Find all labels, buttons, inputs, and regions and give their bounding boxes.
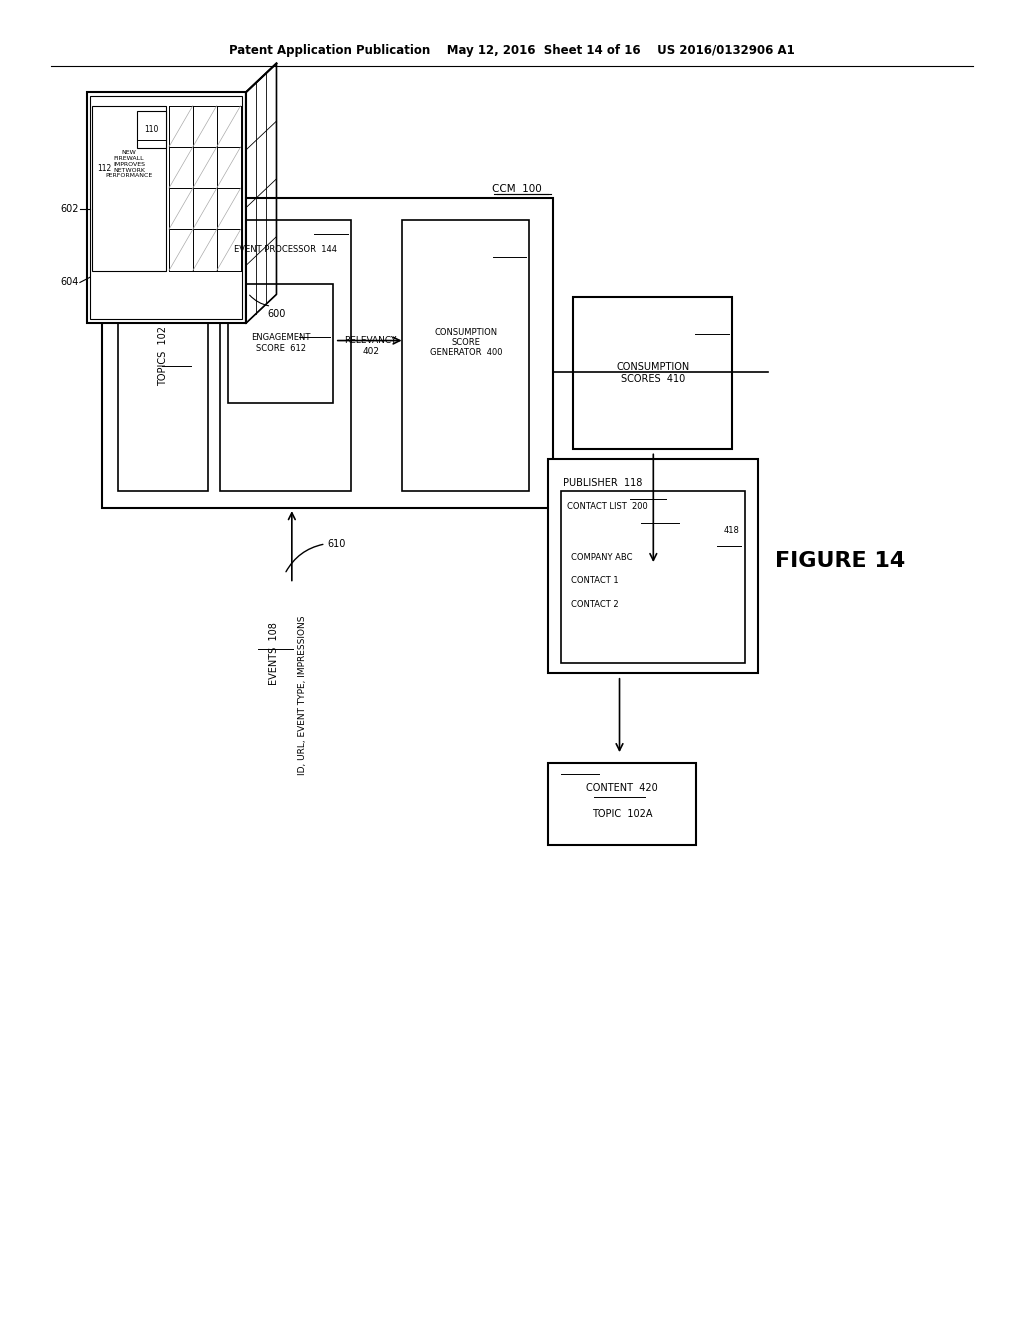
Text: CONTACT 2: CONTACT 2: [571, 601, 620, 609]
Text: 112: 112: [97, 165, 112, 173]
Text: EVENTS  108: EVENTS 108: [269, 622, 280, 685]
FancyBboxPatch shape: [87, 92, 246, 323]
Text: NEW
FIREWALL
IMPROVES
NETWORK
PERFORMANCE: NEW FIREWALL IMPROVES NETWORK PERFORMANC…: [105, 150, 153, 178]
Text: Patent Application Publication    May 12, 2016  Sheet 14 of 16    US 2016/013290: Patent Application Publication May 12, 2…: [229, 44, 795, 57]
FancyBboxPatch shape: [561, 491, 745, 663]
Text: 110: 110: [144, 125, 159, 133]
Text: CONSUMPTION
SCORE
GENERATOR  400: CONSUMPTION SCORE GENERATOR 400: [430, 327, 502, 358]
Text: CONTENT  420: CONTENT 420: [586, 783, 658, 793]
Text: ID, URL, EVENT TYPE, IMPRESSIONS: ID, URL, EVENT TYPE, IMPRESSIONS: [298, 616, 306, 775]
FancyBboxPatch shape: [92, 106, 166, 271]
FancyBboxPatch shape: [573, 297, 732, 449]
Text: EVENT PROCESSOR  144: EVENT PROCESSOR 144: [234, 246, 337, 253]
FancyBboxPatch shape: [102, 198, 553, 508]
Text: COMPANY ABC: COMPANY ABC: [571, 553, 633, 561]
Text: RELEVANCY
402: RELEVANCY 402: [344, 337, 397, 355]
Text: CONTACT LIST  200: CONTACT LIST 200: [567, 503, 648, 511]
Text: FIGURE 14: FIGURE 14: [774, 550, 905, 572]
Text: PUBLISHER  118: PUBLISHER 118: [563, 478, 643, 488]
FancyBboxPatch shape: [118, 220, 208, 491]
Text: CONSUMPTION
SCORES  410: CONSUMPTION SCORES 410: [616, 362, 689, 384]
FancyBboxPatch shape: [137, 111, 166, 148]
Text: TOPIC  102A: TOPIC 102A: [592, 809, 652, 820]
Text: 610: 610: [328, 539, 346, 549]
FancyBboxPatch shape: [90, 96, 242, 319]
FancyBboxPatch shape: [228, 284, 333, 403]
Text: ENGAGEMENT
SCORE  612: ENGAGEMENT SCORE 612: [251, 334, 310, 352]
Text: 418: 418: [723, 527, 739, 535]
FancyBboxPatch shape: [548, 763, 696, 845]
FancyBboxPatch shape: [220, 220, 351, 491]
Text: 602: 602: [60, 203, 79, 214]
Text: CONTACT 1: CONTACT 1: [571, 577, 620, 585]
Polygon shape: [246, 63, 276, 323]
Text: CCM  100: CCM 100: [493, 183, 542, 194]
FancyBboxPatch shape: [402, 220, 529, 491]
FancyBboxPatch shape: [548, 459, 758, 673]
Text: 604: 604: [60, 277, 79, 288]
Text: 600: 600: [267, 309, 286, 319]
Text: TOPICS  102: TOPICS 102: [158, 326, 168, 385]
